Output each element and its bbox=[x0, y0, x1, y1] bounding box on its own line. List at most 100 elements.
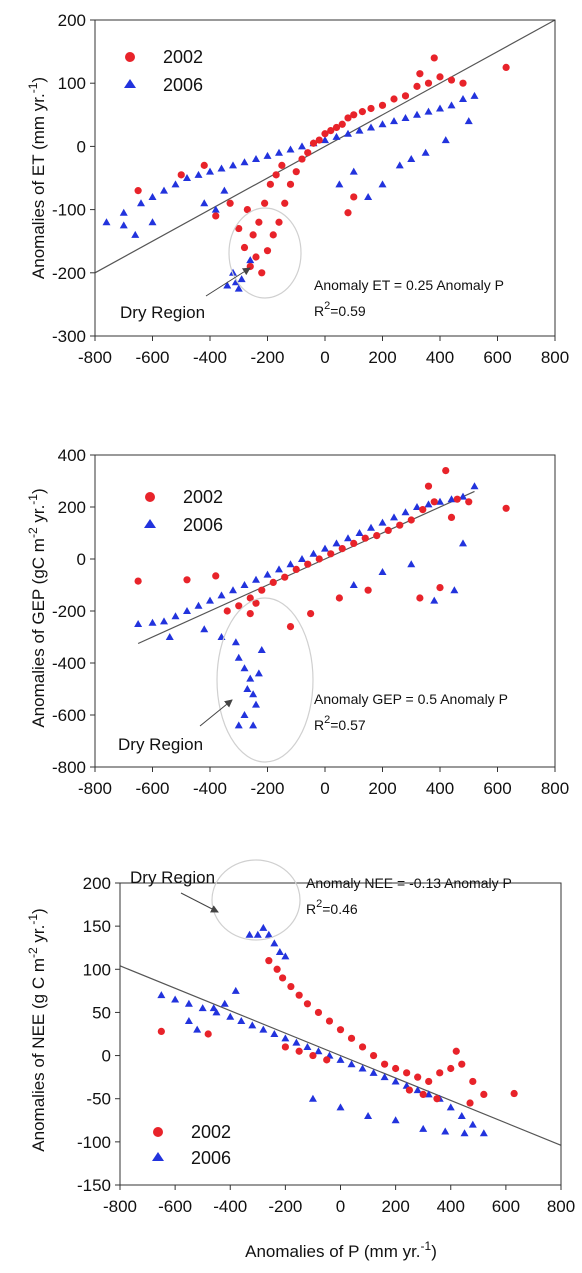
x-tick-label: -400 bbox=[193, 779, 227, 798]
data-point-2006 bbox=[252, 700, 260, 708]
data-point-2006 bbox=[395, 161, 404, 169]
data-point-2006 bbox=[226, 1012, 235, 1020]
data-point-2002 bbox=[303, 1000, 312, 1008]
data-point-2002 bbox=[407, 516, 415, 524]
data-point-2002 bbox=[442, 467, 450, 475]
data-point-2006 bbox=[245, 930, 254, 938]
data-point-2006 bbox=[447, 101, 456, 109]
data-point-2006 bbox=[332, 539, 341, 547]
data-point-2006 bbox=[286, 145, 295, 153]
data-point-2006 bbox=[248, 1021, 257, 1029]
data-point-2006 bbox=[391, 1077, 400, 1085]
x-tick-label: -400 bbox=[193, 348, 227, 367]
legend-2002-label: 2002 bbox=[183, 487, 223, 507]
panel-nee-ylabel: Anomalies of NEE (g C m-2 yr.-1) bbox=[26, 908, 48, 1151]
data-point-2002 bbox=[465, 498, 473, 506]
data-point-2002 bbox=[452, 1047, 460, 1055]
data-point-2006 bbox=[470, 91, 479, 99]
legend-2002-marker bbox=[145, 492, 155, 502]
data-point-2006 bbox=[160, 186, 168, 194]
y-tick-label: -200 bbox=[52, 264, 86, 283]
data-point-2002 bbox=[315, 136, 323, 144]
data-point-2006 bbox=[263, 151, 272, 159]
data-point-2006 bbox=[457, 1111, 466, 1119]
data-point-2002 bbox=[424, 482, 433, 490]
data-point-2002 bbox=[204, 1030, 212, 1038]
data-point-2006 bbox=[424, 500, 433, 508]
data-point-2006 bbox=[336, 1103, 345, 1111]
data-point-2006 bbox=[165, 633, 174, 640]
panel-gep-marks bbox=[134, 467, 510, 729]
data-point-2006 bbox=[286, 560, 295, 568]
data-point-2006 bbox=[407, 155, 416, 163]
data-point-2002 bbox=[258, 269, 266, 277]
data-point-2002 bbox=[364, 586, 372, 594]
data-point-2002 bbox=[430, 498, 438, 506]
x-tick-label: -800 bbox=[78, 779, 112, 798]
data-point-2002 bbox=[235, 224, 243, 233]
panel-nee-equation: Anomaly NEE = -0.13 Anomaly P bbox=[306, 875, 512, 891]
data-point-2006 bbox=[298, 142, 306, 150]
data-point-2002 bbox=[183, 576, 191, 584]
data-point-2002 bbox=[338, 545, 346, 553]
data-point-2006 bbox=[281, 952, 290, 960]
data-point-2006 bbox=[206, 167, 214, 175]
data-point-2002 bbox=[309, 139, 318, 147]
data-point-2002 bbox=[414, 1073, 422, 1081]
trend-line bbox=[119, 965, 562, 1146]
y-tick-label: 0 bbox=[77, 137, 86, 156]
data-point-2002 bbox=[453, 495, 461, 503]
x-tick-label: 600 bbox=[492, 1197, 520, 1216]
data-point-2006 bbox=[119, 208, 128, 216]
data-point-2006 bbox=[148, 218, 157, 226]
data-point-2002 bbox=[416, 70, 424, 78]
data-point-2002 bbox=[358, 108, 366, 116]
panel-nee-ticks: -800 -600 -400 -200 0 200 400 600 800 200 150 100 50… bbox=[77, 874, 575, 1216]
data-point-2006 bbox=[212, 1008, 221, 1016]
data-point-2002 bbox=[367, 104, 375, 113]
data-point-2006 bbox=[253, 930, 262, 938]
data-point-2002 bbox=[369, 1051, 378, 1060]
data-point-2002 bbox=[223, 607, 231, 615]
legend-2002-label: 2002 bbox=[191, 1122, 231, 1142]
data-point-2006 bbox=[401, 508, 410, 516]
data-point-2002 bbox=[134, 577, 142, 585]
panel-et-dry-region-label: Dry Region bbox=[120, 303, 205, 322]
data-point-2002 bbox=[350, 193, 358, 201]
data-point-2002 bbox=[338, 120, 346, 128]
data-point-2006 bbox=[298, 555, 306, 562]
x-tick-label: -200 bbox=[250, 779, 284, 798]
data-point-2002 bbox=[358, 1043, 367, 1051]
chart-panel-et: -800 -600 -400 -200 0 200 400 600 800 200 100 0 -100… bbox=[26, 11, 569, 367]
data-point-2006 bbox=[246, 256, 255, 264]
data-point-2002 bbox=[286, 180, 295, 188]
data-point-2002 bbox=[304, 560, 312, 568]
data-point-2006 bbox=[367, 123, 375, 131]
x-tick-label: 800 bbox=[541, 779, 569, 798]
panel-gep-dry-region-arrow bbox=[199, 699, 233, 727]
data-point-2006 bbox=[479, 1129, 488, 1137]
data-point-2006 bbox=[321, 544, 329, 552]
data-point-2002 bbox=[361, 534, 369, 542]
panel-nee-r2: R2=0.46 bbox=[306, 898, 358, 917]
x-tick-label: 400 bbox=[426, 779, 454, 798]
data-point-2006 bbox=[314, 1047, 323, 1055]
data-point-2002 bbox=[281, 573, 289, 581]
data-point-2006 bbox=[240, 158, 249, 166]
data-point-2006 bbox=[240, 664, 249, 672]
trend-line bbox=[94, 19, 556, 274]
x-tick-label: -800 bbox=[78, 348, 112, 367]
panel-gep-dry-region-label: Dry Region bbox=[118, 735, 203, 754]
chart-panel-gep: -800 -600 -400 -200 0 200 400 600 800 400 200 0 -200… bbox=[26, 446, 569, 798]
data-point-2002 bbox=[416, 594, 424, 602]
data-point-2002 bbox=[315, 555, 323, 563]
data-point-2006 bbox=[234, 721, 243, 729]
data-point-2002 bbox=[436, 584, 444, 592]
data-point-2006 bbox=[355, 126, 364, 134]
x-tick-label: 800 bbox=[547, 1197, 575, 1216]
data-point-2002 bbox=[469, 1077, 477, 1086]
data-point-2002 bbox=[390, 95, 398, 103]
data-point-2006 bbox=[184, 1017, 193, 1025]
data-point-2002 bbox=[392, 1064, 400, 1073]
data-point-2006 bbox=[209, 1004, 218, 1012]
